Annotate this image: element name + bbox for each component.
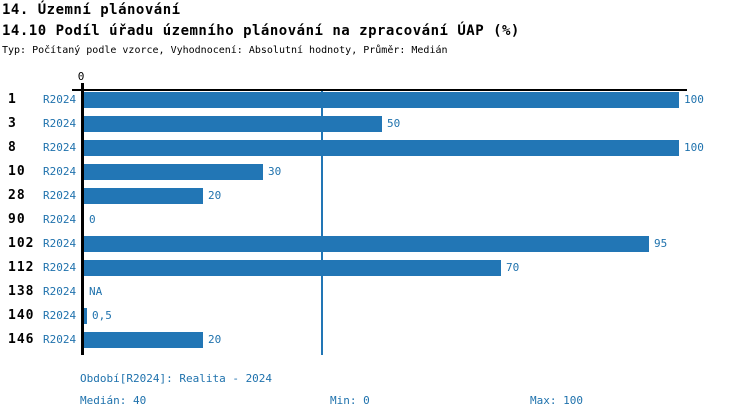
bar-row: 112 R2024 70 bbox=[0, 260, 750, 276]
bar-row: 8 R2024 100 bbox=[0, 140, 750, 156]
x-axis-tick-label: 0 bbox=[77, 70, 85, 83]
bar-value-label: 50 bbox=[387, 117, 401, 130]
row-series-label: R2024 bbox=[43, 189, 77, 202]
legend-period: Období[R2024]: Realita - 2024 bbox=[80, 372, 273, 385]
row-series-label: R2024 bbox=[43, 237, 77, 250]
bar-row: 10 R2024 30 bbox=[0, 164, 750, 180]
row-category-label: 10 bbox=[8, 164, 26, 179]
row-category-label: 140 bbox=[8, 308, 35, 323]
bar-value-label: 20 bbox=[208, 189, 222, 202]
row-series-label: R2024 bbox=[43, 165, 77, 178]
bar-value-label: 95 bbox=[654, 237, 668, 250]
x-axis-line bbox=[72, 89, 687, 91]
row-category-label: 90 bbox=[8, 212, 26, 227]
bar-row: 102 R2024 95 bbox=[0, 236, 750, 252]
row-series-label: R2024 bbox=[43, 213, 77, 226]
row-series-label: R2024 bbox=[43, 93, 77, 106]
bar bbox=[84, 236, 649, 252]
page-title: 14. Územní plánování bbox=[2, 2, 181, 18]
row-series-label: R2024 bbox=[43, 261, 77, 274]
legend-median: Medián: 40 bbox=[80, 394, 147, 407]
row-series-label: R2024 bbox=[43, 117, 77, 130]
bar-row: 140 R2024 0,5 bbox=[0, 308, 750, 324]
row-category-label: 138 bbox=[8, 284, 35, 299]
bar bbox=[84, 92, 679, 108]
row-category-label: 102 bbox=[8, 236, 35, 251]
bar-value-label: 0 bbox=[89, 213, 96, 226]
bar-value-label: 100 bbox=[684, 141, 704, 154]
bar-row: 146 R2024 20 bbox=[0, 332, 750, 348]
legend-max: Max: 100 bbox=[530, 394, 583, 407]
bar-value-label: NA bbox=[89, 285, 103, 298]
bar bbox=[84, 164, 263, 180]
chart-title: 14.10 Podíl úřadu územního plánování na … bbox=[2, 23, 520, 39]
bar-value-label: 30 bbox=[268, 165, 282, 178]
bar bbox=[84, 260, 501, 276]
row-series-label: R2024 bbox=[43, 285, 77, 298]
bar bbox=[84, 140, 679, 156]
row-category-label: 112 bbox=[8, 260, 35, 275]
row-category-label: 8 bbox=[8, 140, 17, 155]
bar-row: 1 R2024 100 bbox=[0, 92, 750, 108]
bar bbox=[84, 332, 203, 348]
row-series-label: R2024 bbox=[43, 309, 77, 322]
bar bbox=[84, 116, 382, 132]
row-category-label: 146 bbox=[8, 332, 35, 347]
legend-min: Min: 0 bbox=[330, 394, 370, 407]
chart-meta-line: Typ: Počítaný podle vzorce, Vyhodnocení:… bbox=[2, 45, 448, 56]
row-series-label: R2024 bbox=[43, 141, 77, 154]
row-category-label: 28 bbox=[8, 188, 26, 203]
bar-value-label: 100 bbox=[684, 93, 704, 106]
bar-row: 3 R2024 50 bbox=[0, 116, 750, 132]
row-category-label: 1 bbox=[8, 92, 17, 107]
y-axis-line bbox=[81, 83, 84, 355]
bar-value-label: 0,5 bbox=[92, 309, 112, 322]
row-category-label: 3 bbox=[8, 116, 17, 131]
row-series-label: R2024 bbox=[43, 333, 77, 346]
bar-row: 28 R2024 20 bbox=[0, 188, 750, 204]
bar bbox=[84, 308, 87, 324]
bar bbox=[84, 188, 203, 204]
bar-row: 138 R2024 NA bbox=[0, 284, 750, 300]
bar-row: 90 R2024 0 bbox=[0, 212, 750, 228]
bar-value-label: 20 bbox=[208, 333, 222, 346]
median-reference-line bbox=[321, 91, 323, 355]
bar-value-label: 70 bbox=[506, 261, 520, 274]
